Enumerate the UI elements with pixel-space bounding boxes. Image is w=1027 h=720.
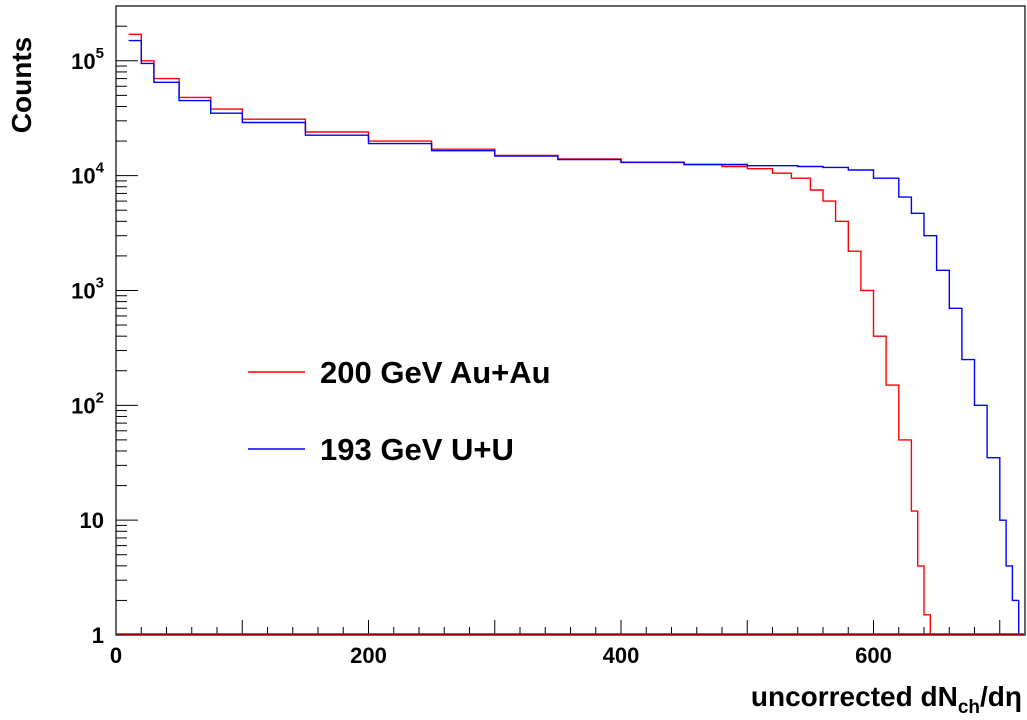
legend-label-2: 193 GeV U+U bbox=[320, 432, 514, 467]
y-tick-label-exponent: 4 bbox=[96, 160, 105, 177]
y-tick-label-base: 10 bbox=[71, 278, 95, 303]
x-axis-title-main: uncorrected dN bbox=[751, 681, 958, 712]
y-tick-label-base: 10 bbox=[71, 393, 95, 418]
y-tick-label-exponent: 2 bbox=[96, 389, 104, 406]
series-line-2 bbox=[128, 39, 1020, 635]
y-axis-title: Counts bbox=[6, 37, 37, 133]
y-tick-label: 10 bbox=[80, 508, 104, 533]
y-tick-label: 102 bbox=[71, 389, 104, 418]
x-tick-label: 0 bbox=[110, 643, 122, 668]
y-tick-label-exponent: 5 bbox=[96, 45, 104, 62]
legend-label-1: 200 GeV Au+Au bbox=[320, 355, 551, 390]
x-axis-title-tail: /dη bbox=[980, 681, 1022, 712]
y-tick-label: 105 bbox=[71, 45, 104, 74]
series-line-1 bbox=[128, 33, 931, 635]
y-tick-label-exponent: 3 bbox=[96, 274, 104, 291]
y-tick-label-base: 10 bbox=[71, 49, 95, 74]
legend: 200 GeV Au+Au 193 GeV U+U bbox=[248, 355, 551, 467]
y-tick-label: 1 bbox=[92, 623, 104, 648]
y-tick-label: 103 bbox=[71, 274, 104, 303]
series-layer bbox=[117, 33, 1024, 635]
x-tick-labels: 0 200 400 600 bbox=[110, 643, 892, 668]
x-axis-title: uncorrected dNch/dη bbox=[751, 681, 1022, 718]
x-tick-label: 400 bbox=[603, 643, 640, 668]
y-tick-label-base: 10 bbox=[71, 164, 95, 189]
y-tick-label: 104 bbox=[71, 160, 104, 189]
x-tick-label: 600 bbox=[855, 643, 892, 668]
x-axis-title-subscript: ch bbox=[958, 697, 980, 718]
x-tick-label: 200 bbox=[350, 643, 387, 668]
